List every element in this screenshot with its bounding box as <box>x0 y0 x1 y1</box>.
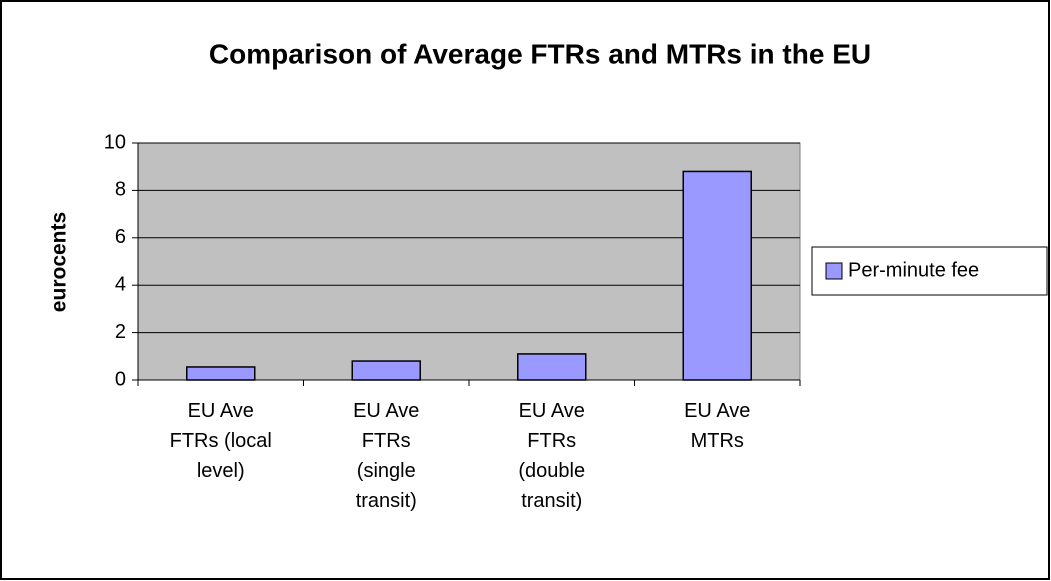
bar <box>186 366 256 381</box>
y-tick-label: 6 <box>115 226 126 248</box>
legend-swatch <box>825 262 843 280</box>
bar <box>517 353 587 381</box>
x-tick-label: EU Ave FTRs (local level) <box>169 400 272 482</box>
y-tick-label: 0 <box>115 368 126 390</box>
bar <box>682 170 752 381</box>
legend-label: Per-minute fee <box>848 259 979 281</box>
legend-box <box>811 246 1048 296</box>
y-tick-label: 4 <box>115 273 126 295</box>
chart-title: Comparison of Average FTRs and MTRs in t… <box>209 38 871 69</box>
x-tick-label: EU Ave FTRs (double transit) <box>518 400 586 512</box>
x-tick-label: EU Ave MTRs <box>684 400 751 452</box>
y-axis-label: eurocents <box>48 212 71 312</box>
bar <box>351 360 421 381</box>
y-tick-label: 2 <box>115 321 126 343</box>
y-tick-label: 8 <box>115 179 126 201</box>
y-tick-label: 10 <box>104 131 126 153</box>
x-tick-label: EU Ave FTRs (single transit) <box>353 400 420 512</box>
